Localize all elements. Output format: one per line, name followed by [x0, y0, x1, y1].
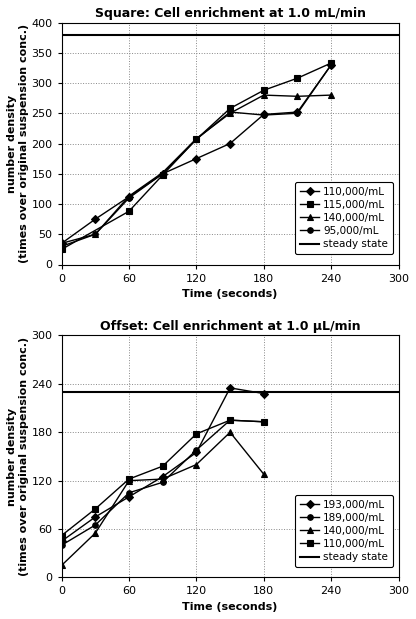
115,000/mL	[295, 74, 300, 82]
Y-axis label: number density
(times over original suspension conc.): number density (times over original susp…	[7, 24, 29, 263]
110,000/mL	[59, 532, 64, 539]
Line: 140,000/mL: 140,000/mL	[59, 430, 267, 568]
193,000/mL	[126, 493, 131, 501]
140,000/mL	[93, 529, 98, 537]
189,000/mL	[126, 489, 131, 496]
110,000/mL	[261, 111, 266, 118]
95,000/mL	[261, 111, 266, 119]
193,000/mL	[160, 473, 165, 480]
193,000/mL	[59, 537, 64, 545]
140,000/mL	[194, 461, 199, 468]
140,000/mL	[261, 92, 266, 99]
95,000/mL	[160, 170, 165, 178]
95,000/mL	[59, 243, 64, 250]
189,000/mL	[160, 478, 165, 486]
115,000/mL	[329, 59, 334, 67]
140,000/mL	[228, 110, 233, 117]
140,000/mL	[160, 169, 165, 176]
steady state	[60, 388, 65, 396]
Line: 110,000/mL: 110,000/mL	[59, 417, 267, 539]
110,000/mL	[228, 417, 233, 424]
Title: Offset: Cell enrichment at 1.0 μL/min: Offset: Cell enrichment at 1.0 μL/min	[100, 320, 360, 333]
95,000/mL	[295, 110, 300, 117]
193,000/mL	[93, 513, 98, 521]
110,000/mL	[295, 108, 300, 116]
95,000/mL	[228, 108, 233, 116]
Line: 140,000/mL: 140,000/mL	[59, 92, 334, 246]
140,000/mL	[295, 93, 300, 100]
110,000/mL	[228, 140, 233, 147]
115,000/mL	[126, 207, 131, 215]
110,000/mL	[126, 475, 131, 483]
95,000/mL	[194, 136, 199, 143]
140,000/mL	[160, 475, 165, 483]
steady state	[59, 31, 64, 38]
189,000/mL	[59, 542, 64, 549]
110,000/mL	[261, 418, 266, 425]
140,000/mL	[194, 135, 199, 142]
115,000/mL	[59, 246, 64, 253]
Title: Square: Cell enrichment at 1.0 mL/min: Square: Cell enrichment at 1.0 mL/min	[94, 7, 366, 20]
95,000/mL	[126, 194, 131, 202]
110,000/mL	[194, 155, 199, 162]
110,000/mL	[59, 240, 64, 247]
Line: 95,000/mL: 95,000/mL	[59, 62, 334, 249]
189,000/mL	[261, 418, 266, 425]
140,000/mL	[126, 193, 131, 200]
steady state	[59, 388, 64, 396]
X-axis label: Time (seconds): Time (seconds)	[182, 289, 278, 299]
140,000/mL	[59, 240, 64, 247]
110,000/mL	[329, 61, 334, 69]
140,000/mL	[261, 470, 266, 478]
189,000/mL	[194, 446, 199, 454]
140,000/mL	[228, 428, 233, 436]
110,000/mL	[160, 170, 165, 178]
Line: 193,000/mL: 193,000/mL	[59, 385, 267, 544]
193,000/mL	[228, 384, 233, 392]
X-axis label: Time (seconds): Time (seconds)	[182, 602, 278, 612]
110,000/mL	[93, 505, 98, 513]
Line: 115,000/mL: 115,000/mL	[59, 60, 334, 252]
110,000/mL	[194, 430, 199, 438]
110,000/mL	[93, 215, 98, 223]
115,000/mL	[228, 105, 233, 112]
Y-axis label: number density
(times over original suspension conc.): number density (times over original susp…	[7, 337, 29, 576]
189,000/mL	[93, 521, 98, 529]
115,000/mL	[194, 136, 199, 143]
115,000/mL	[160, 171, 165, 179]
140,000/mL	[126, 477, 131, 485]
Legend: 110,000/mL, 115,000/mL, 140,000/mL, 95,000/mL, steady state: 110,000/mL, 115,000/mL, 140,000/mL, 95,0…	[295, 181, 394, 254]
115,000/mL	[261, 87, 266, 94]
140,000/mL	[93, 230, 98, 238]
95,000/mL	[93, 230, 98, 238]
95,000/mL	[329, 61, 334, 69]
Legend: 193,000/mL, 189,000/mL, 140,000/mL, 110,000/mL, steady state: 193,000/mL, 189,000/mL, 140,000/mL, 110,…	[295, 495, 394, 568]
110,000/mL	[160, 462, 165, 470]
189,000/mL	[228, 417, 233, 424]
140,000/mL	[59, 561, 64, 569]
110,000/mL	[126, 193, 131, 201]
Line: 110,000/mL: 110,000/mL	[59, 62, 334, 246]
140,000/mL	[329, 92, 334, 99]
193,000/mL	[194, 449, 199, 456]
Line: 189,000/mL: 189,000/mL	[59, 417, 267, 548]
193,000/mL	[261, 390, 266, 397]
steady state	[60, 31, 65, 38]
